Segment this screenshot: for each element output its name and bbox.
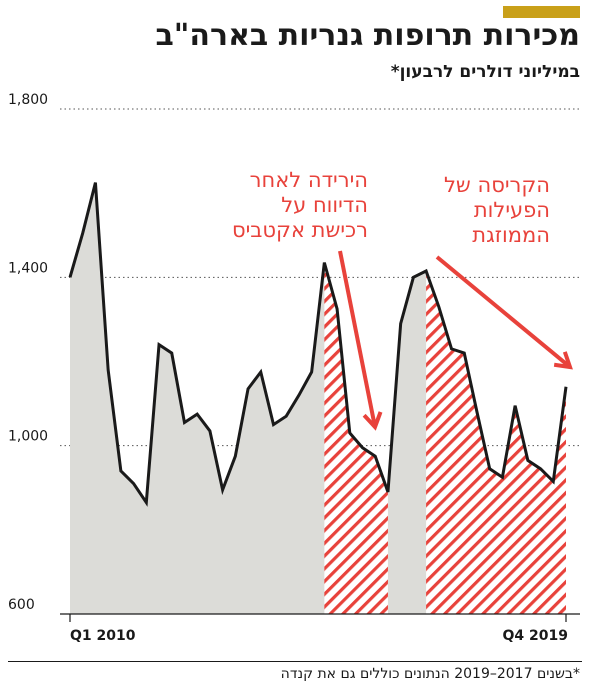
accent-bar — [503, 6, 580, 18]
chart: 600 1,000 1,400 1,800 Q1 2010 Q4 2019 הירידה … — [8, 92, 580, 644]
chart-title: מכירות תרופות גנריות בארה"ב — [155, 18, 580, 53]
annotation-text: הקריסה של — [444, 173, 550, 197]
y-tick-label: 600 — [8, 597, 35, 613]
x-start-label: Q1 2010 — [70, 628, 136, 644]
gridlines — [60, 108, 580, 447]
annotation-text: הפעילות — [474, 198, 550, 222]
area-fill — [70, 182, 566, 615]
footer-divider — [8, 661, 582, 662]
annotation-text: הדיווח על — [281, 193, 368, 217]
series-line-path — [68, 182, 568, 507]
x-end-label: Q4 2019 — [503, 628, 568, 644]
series-line — [68, 182, 568, 507]
annotation-text: הממוזגת — [472, 223, 550, 247]
y-tick-label: 1,400 — [8, 260, 48, 276]
shaded-range — [426, 271, 566, 614]
annotation-arrowhead — [553, 351, 573, 370]
chart-subtitle: במיליוני דולרים לרבעון* — [390, 62, 580, 82]
y-tick-label: 1,800 — [8, 92, 48, 108]
y-tick-label: 1,000 — [8, 429, 48, 445]
annotation-arrow — [435, 255, 572, 369]
annotation-arrowhead — [362, 411, 383, 431]
footnote: *בשנים 2017–2019 הנתונים כוללים גם את קנ… — [280, 666, 580, 682]
annotation-text: רכישת אקטביס — [232, 218, 368, 242]
axes: 600 1,000 1,400 1,800 Q1 2010 Q4 2019 — [8, 92, 580, 644]
annotation-arrow — [338, 250, 377, 428]
annotation-text: הירידה לאחר — [250, 168, 368, 192]
